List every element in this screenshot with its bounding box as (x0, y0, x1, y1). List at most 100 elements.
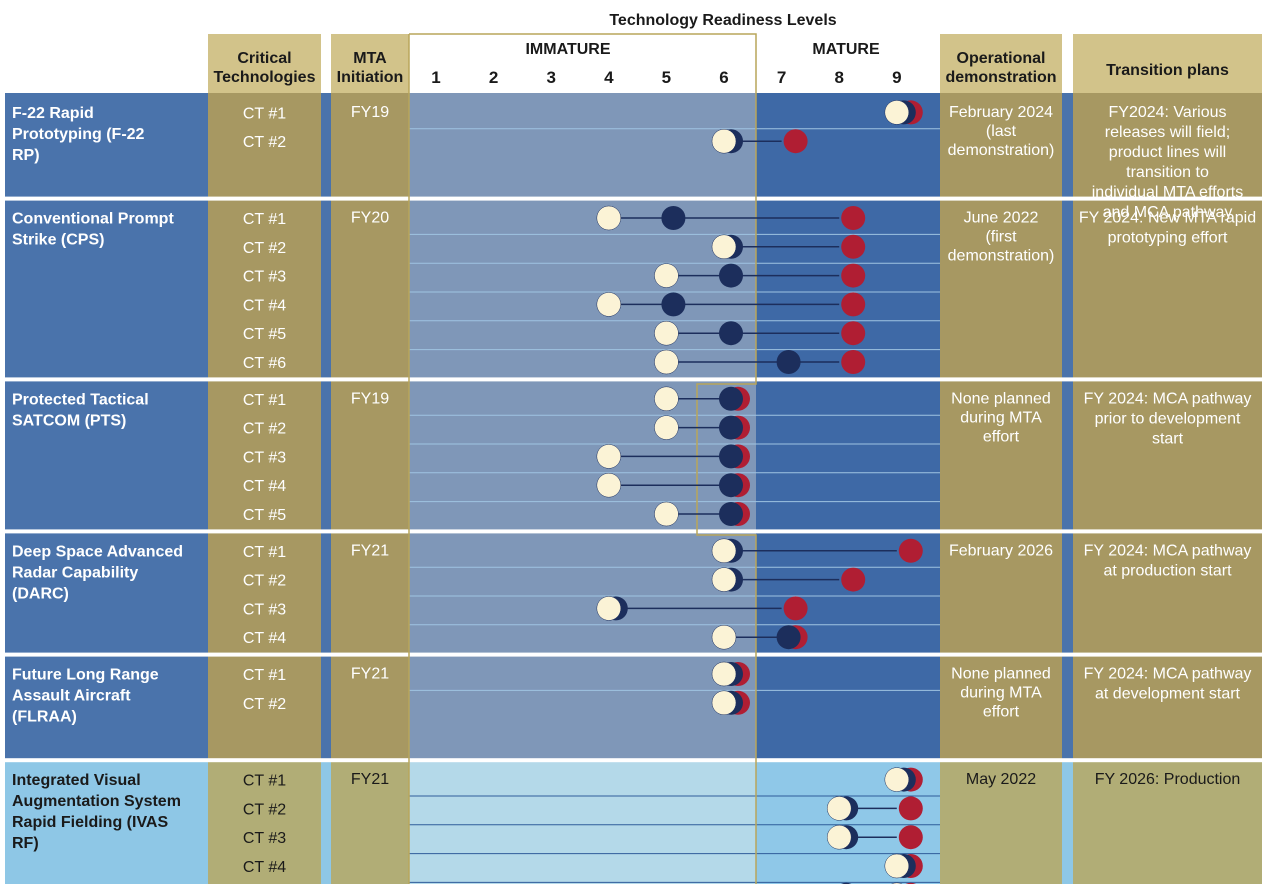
trl-tick-label: 8 (834, 68, 843, 87)
trl-tick-label: 4 (604, 68, 614, 87)
mta-initiation: FY19 (351, 104, 389, 121)
program-band (321, 379, 331, 532)
current-trl-dot (719, 444, 743, 469)
technology-label: CT #3 (243, 601, 286, 618)
operational-column-band (940, 654, 1062, 761)
current-trl-dot (661, 292, 686, 317)
current-trl-dot (719, 321, 743, 346)
technology-label: CT #1 (243, 667, 286, 684)
transition-plan: FY 2026: Production (1095, 771, 1241, 788)
projected-trl-dot (841, 567, 866, 592)
immature-outline (409, 33, 757, 884)
technology-label: CT #2 (243, 240, 286, 257)
technology-label: CT #4 (243, 859, 286, 876)
program-band (1062, 379, 1073, 532)
operational-demonstration: February 2026 (949, 542, 1053, 559)
mta-initiation: FY19 (351, 390, 389, 407)
transition-plan: FY 2024: MCA pathway at production start (1084, 542, 1252, 579)
trl-tick-label: 7 (777, 68, 786, 87)
critical-column-band (208, 198, 321, 380)
technology-label: CT #4 (243, 478, 286, 495)
projected-trl-dot (841, 234, 866, 259)
start-trl-dot (654, 415, 679, 440)
immature-band (409, 198, 756, 380)
trl-tick-label: 6 (719, 68, 728, 87)
mta-column-band (331, 379, 409, 532)
critical-column-band (208, 531, 321, 655)
technology-label: CT #5 (243, 507, 286, 524)
mta-column-band (331, 531, 409, 655)
projected-trl-dot (841, 350, 866, 374)
current-trl-dot (719, 386, 743, 411)
start-trl-dot (884, 853, 910, 879)
start-trl-dot (654, 501, 679, 527)
program-band (5, 198, 208, 380)
projected-trl-dot (783, 129, 808, 154)
critical-column-band (208, 93, 321, 199)
transition-plan: FY 2024: New MTA rapid prototyping effort (1079, 210, 1256, 247)
transition-column-band (1073, 379, 1262, 532)
operational-column-band (940, 379, 1062, 532)
program-separator (0, 652, 1262, 657)
trl-tick-label: 2 (489, 68, 498, 87)
transition-column-band (1073, 93, 1262, 199)
program-band (1062, 531, 1073, 655)
chart-title: Technology Readiness Levels (609, 12, 836, 29)
critical-header: Critical Technologies (214, 50, 316, 86)
mta-column-band (331, 760, 409, 884)
mta-header: MTA Initiation (337, 50, 404, 86)
transition-header: Transition plans (1106, 62, 1229, 79)
program-band (5, 379, 208, 532)
mature-label: MATURE (812, 41, 880, 58)
immature-band (409, 93, 756, 199)
operational-header-bg (940, 34, 1062, 93)
start-trl-dot (654, 349, 679, 375)
transition-header-bg (1073, 34, 1262, 93)
start-trl-dot (826, 796, 852, 821)
program-band (5, 93, 208, 199)
critical-column-band (208, 760, 321, 884)
technology-label: CT #3 (243, 269, 286, 286)
program-separator (0, 529, 1262, 534)
immature-band (409, 531, 756, 655)
current-trl-dot (719, 415, 743, 440)
technology-label: CT #2 (243, 134, 286, 151)
program-separator (0, 196, 1262, 201)
operational-column-band (940, 531, 1062, 655)
transition-plan: FY 2024: MCA pathway prior to development… (1084, 390, 1252, 447)
start-trl-dot (654, 263, 679, 288)
transition-column-band (1073, 654, 1262, 761)
technology-label: CT #2 (243, 421, 286, 438)
start-trl-dot (711, 661, 737, 687)
program-band (5, 531, 208, 655)
program-separator (0, 758, 1262, 763)
technology-label: CT #2 (243, 696, 286, 713)
mature-band (756, 654, 940, 761)
technology-label: CT #1 (243, 773, 286, 790)
technology-label: CT #4 (243, 630, 286, 647)
program-name: Integrated Visual Augmentation System Rapi… (12, 772, 181, 852)
transition-column-band (1073, 760, 1262, 884)
mta-column-band (331, 93, 409, 199)
transition-column-band (1073, 198, 1262, 380)
projected-trl-dot (841, 321, 866, 346)
start-trl-dot (711, 690, 737, 716)
technology-label: CT #1 (243, 544, 286, 561)
mta-header-bg (331, 34, 409, 93)
program-band (1062, 654, 1073, 761)
program-name: Protected Tactical SATCOM (PTS) (12, 391, 149, 429)
start-trl-dot (884, 100, 910, 125)
operational-header: Operational demonstration (945, 50, 1056, 86)
current-trl-dot (719, 502, 743, 526)
transition-plan: FY2024: Various releases will field; produ… (1092, 104, 1243, 221)
mta-column-band (331, 654, 409, 761)
program-band (321, 198, 331, 380)
projected-trl-dot (841, 263, 866, 288)
immature-band (409, 654, 756, 761)
mature-band (756, 379, 940, 532)
start-trl-dot (596, 205, 622, 231)
program-name: Conventional Prompt Strike (CPS) (12, 211, 174, 249)
operational-demonstration: None planned during MTA effort (951, 666, 1051, 721)
program-band (1062, 760, 1073, 884)
